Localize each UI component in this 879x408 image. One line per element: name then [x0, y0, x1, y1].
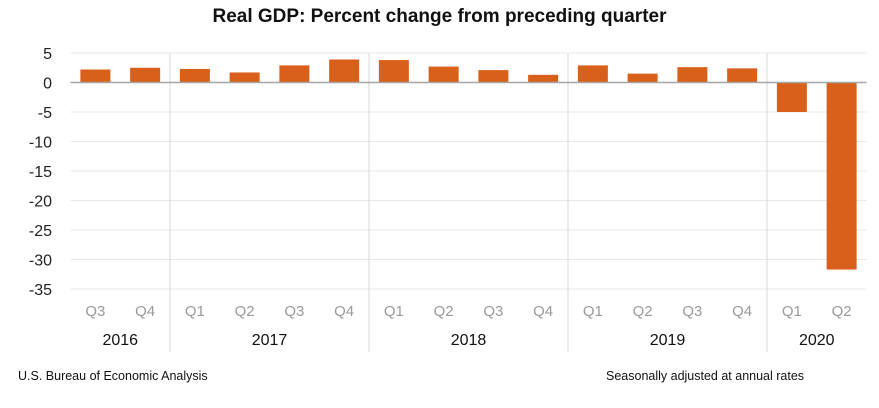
x-tick-label: Q2: [832, 303, 852, 320]
bar: [627, 73, 658, 83]
year-label: 2019: [650, 332, 686, 349]
bar: [577, 65, 608, 83]
x-tick-label: Q1: [384, 303, 404, 320]
bar: [80, 69, 111, 83]
y-tick-label: 5: [43, 46, 52, 63]
x-tick-label: Q1: [185, 303, 205, 320]
x-tick-label: Q4: [732, 303, 752, 320]
bar: [179, 68, 210, 83]
x-tick-label: Q4: [135, 303, 155, 320]
x-tick-label: Q1: [583, 303, 603, 320]
x-tick-label: Q1: [782, 303, 802, 320]
y-tick-label: -15: [29, 164, 52, 181]
y-tick-label: -5: [38, 105, 52, 122]
year-label: 2018: [451, 332, 487, 349]
x-tick-label: Q3: [483, 303, 503, 320]
x-tick-label: Q2: [434, 303, 454, 320]
source-note: U.S. Bureau of Economic Analysis: [18, 369, 208, 383]
x-tick-label: Q3: [682, 303, 702, 320]
bar: [528, 74, 559, 83]
y-tick-label: -35: [29, 282, 52, 299]
y-tick-label: 0: [43, 76, 52, 93]
bar: [378, 60, 409, 83]
x-tick-label: Q4: [533, 303, 553, 320]
bar: [826, 82, 857, 270]
year-label: 2020: [799, 332, 835, 349]
bar: [727, 68, 758, 83]
x-tick-label: Q3: [284, 303, 304, 320]
y-tick-label: -10: [29, 135, 52, 152]
adjustment-note: Seasonally adjusted at annual rates: [606, 369, 805, 383]
y-tick-label: -30: [29, 253, 52, 270]
x-tick-label: Q3: [85, 303, 105, 320]
x-tick-label: Q4: [334, 303, 354, 320]
x-tick-label: Q2: [633, 303, 653, 320]
x-tick-label: Q2: [235, 303, 255, 320]
y-tick-label: -20: [29, 194, 52, 211]
year-label: 2017: [252, 332, 288, 349]
year-label: 2016: [102, 332, 138, 349]
bar: [130, 67, 161, 83]
bar: [776, 82, 807, 112]
bar: [329, 59, 360, 83]
bar: [677, 67, 708, 83]
bar: [279, 65, 310, 83]
bar: [478, 70, 509, 83]
bar: [428, 66, 459, 83]
bar: [229, 72, 260, 83]
y-tick-label: -25: [29, 223, 52, 240]
chart-title: Real GDP: Percent change from preceding …: [212, 6, 667, 27]
